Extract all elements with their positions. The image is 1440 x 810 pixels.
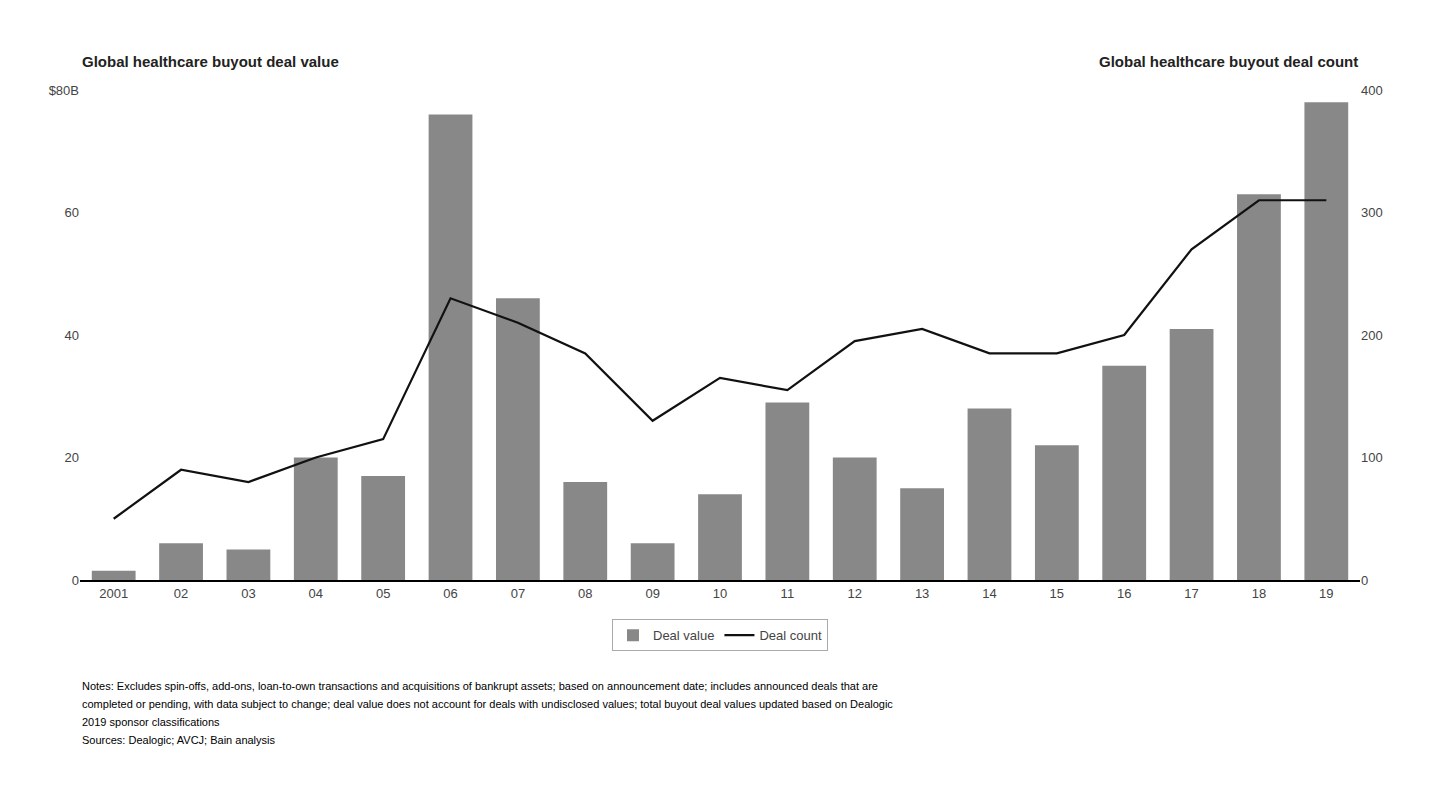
- svg-text:100: 100: [1361, 450, 1383, 465]
- svg-text:19: 19: [1319, 586, 1333, 601]
- svg-text:15: 15: [1050, 586, 1064, 601]
- svg-text:20: 20: [65, 450, 79, 465]
- svg-text:04: 04: [309, 586, 323, 601]
- svg-text:0: 0: [1361, 573, 1368, 588]
- svg-text:Global healthcare buyout deal: Global healthcare buyout deal count: [1099, 53, 1358, 70]
- svg-text:17: 17: [1184, 586, 1198, 601]
- svg-text:14: 14: [982, 586, 996, 601]
- svg-text:400: 400: [1361, 83, 1383, 98]
- svg-text:06: 06: [443, 586, 457, 601]
- svg-text:60: 60: [65, 205, 79, 220]
- svg-text:11: 11: [781, 586, 795, 601]
- svg-text:2001: 2001: [99, 586, 128, 601]
- svg-text:16: 16: [1117, 586, 1131, 601]
- svg-text:Global healthcare buyout deal: Global healthcare buyout deal value: [82, 53, 339, 70]
- svg-text:$80B: $80B: [49, 83, 79, 98]
- svg-text:Sources: Dealogic; AVCJ; Bain: Sources: Dealogic; AVCJ; Bain analysis: [82, 734, 275, 746]
- svg-text:10: 10: [713, 586, 727, 601]
- svg-text:12: 12: [848, 586, 862, 601]
- svg-text:40: 40: [65, 328, 79, 343]
- svg-text:08: 08: [578, 586, 592, 601]
- svg-text:completed or pending, with dat: completed or pending, with data subject …: [82, 698, 893, 710]
- svg-text:09: 09: [645, 586, 659, 601]
- svg-text:Deal value: Deal value: [653, 628, 714, 643]
- svg-text:0: 0: [72, 573, 79, 588]
- svg-text:13: 13: [915, 586, 929, 601]
- svg-text:Notes: Excludes spin-offs, add: Notes: Excludes spin-offs, add-ons, loan…: [82, 680, 878, 692]
- svg-text:2019 sponsor classifications: 2019 sponsor classifications: [82, 716, 220, 728]
- svg-text:200: 200: [1361, 328, 1383, 343]
- svg-text:Deal count: Deal count: [759, 628, 822, 643]
- svg-text:02: 02: [174, 586, 188, 601]
- svg-text:07: 07: [511, 586, 525, 601]
- svg-text:18: 18: [1252, 586, 1266, 601]
- svg-text:05: 05: [376, 586, 390, 601]
- svg-text:300: 300: [1361, 205, 1383, 220]
- svg-text:03: 03: [241, 586, 255, 601]
